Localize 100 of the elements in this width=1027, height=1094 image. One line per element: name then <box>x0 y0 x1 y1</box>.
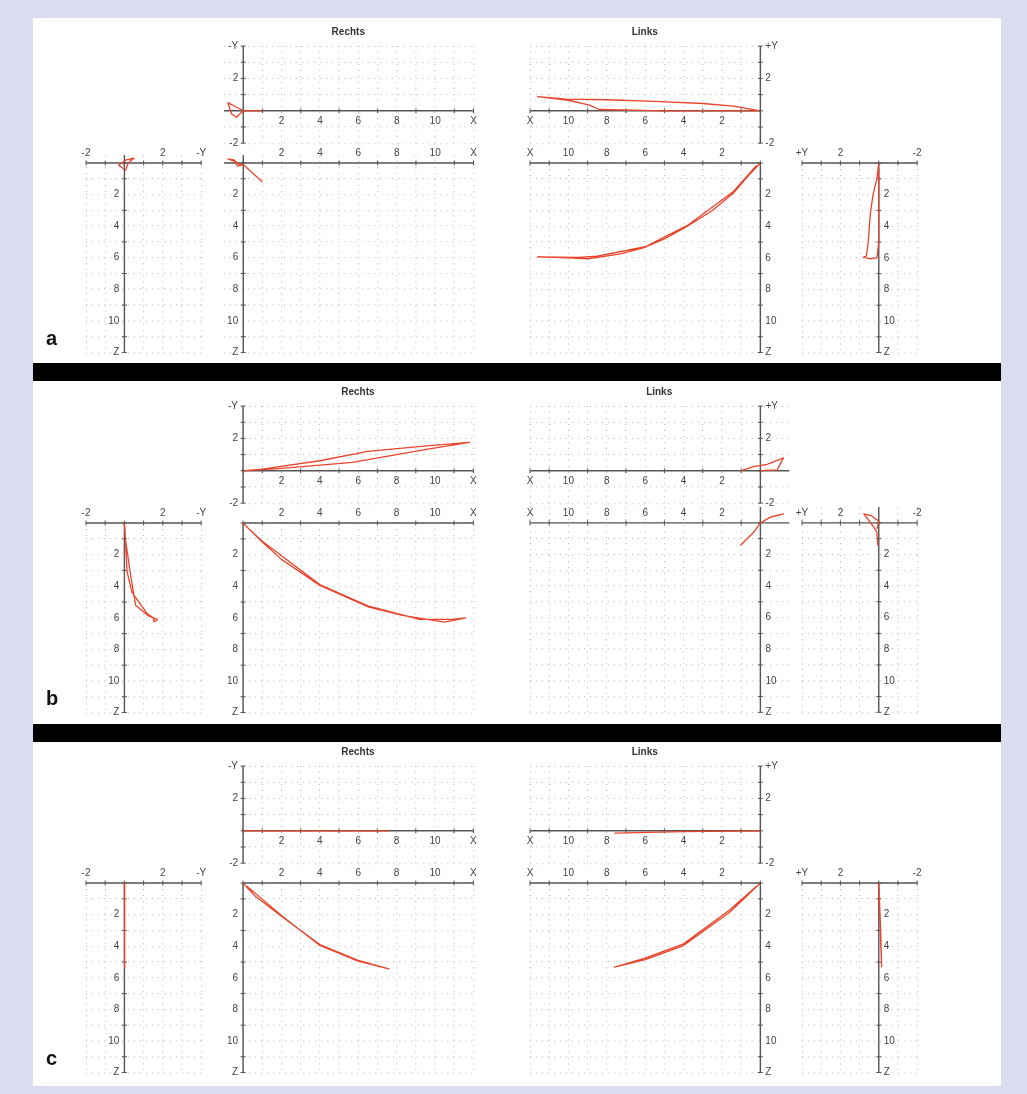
y-tick-label: Z <box>764 706 772 718</box>
y-tick-label: 6 <box>113 971 120 983</box>
y-tick-label: 8 <box>764 283 771 295</box>
x-tick-label: 2 <box>718 834 725 846</box>
y-tick-label: -2 <box>764 136 775 148</box>
x-tick-label: 2 <box>718 474 725 486</box>
y-tick-label: Z <box>231 1066 238 1078</box>
y-tick-label: 6 <box>113 251 120 263</box>
x-tick-label: X <box>526 474 534 486</box>
y-tick-label: 2 <box>232 72 239 84</box>
y-tick-label: 4 <box>113 219 120 231</box>
y-tick-label: Z <box>883 706 891 718</box>
y-tick-label: 4 <box>113 579 120 591</box>
x-tick-label: 8 <box>393 506 400 518</box>
x-tick-label: -2 <box>81 146 91 158</box>
x-tick-label: -2 <box>912 146 923 158</box>
x-tick-label: 10 <box>562 866 575 878</box>
x-tick-label: 10 <box>429 834 441 846</box>
y-tick-label: 4 <box>232 939 239 951</box>
x-tick-label: -Y <box>195 506 207 518</box>
chart-title: Links <box>645 385 674 397</box>
x-tick-label: X <box>526 834 534 846</box>
x-tick-label: 10 <box>429 114 441 126</box>
y-tick-label: +Y <box>764 399 778 411</box>
x-tick-label: 6 <box>642 506 649 518</box>
y-tick-label: -2 <box>228 496 239 508</box>
x-tick-label: X <box>469 474 477 486</box>
x-tick-label: 2 <box>837 506 844 518</box>
y-tick-label: Z <box>883 346 891 358</box>
x-tick-label: -Y <box>195 146 207 158</box>
x-tick-label: 6 <box>355 506 362 518</box>
y-tick-label: Z <box>231 346 238 358</box>
x-tick-label: 8 <box>603 866 610 878</box>
y-tick-label: 2 <box>764 792 771 804</box>
y-tick-label: 6 <box>232 611 239 623</box>
y-tick-label: 4 <box>883 579 890 591</box>
y-tick-label: 2 <box>113 908 120 920</box>
y-tick-label: 2 <box>232 908 239 920</box>
x-tick-label: 2 <box>278 506 285 518</box>
x-tick-label: 2 <box>718 866 725 878</box>
y-tick-label: Z <box>112 1066 119 1078</box>
y-tick-label: Z <box>112 346 119 358</box>
x-tick-label: -2 <box>912 866 923 878</box>
y-tick-label: 8 <box>232 283 239 295</box>
y-tick-label: 4 <box>232 219 239 231</box>
x-tick-label: 8 <box>393 114 400 126</box>
x-tick-label: 8 <box>603 506 610 518</box>
y-tick-label: 10 <box>764 674 777 686</box>
y-tick-label: 10 <box>226 674 239 686</box>
y-tick-label: 4 <box>113 939 120 951</box>
text: c <box>46 1046 58 1070</box>
y-tick-label: Z <box>764 346 772 358</box>
x-tick-label: 6 <box>355 114 362 126</box>
x-tick-label: 6 <box>355 866 362 878</box>
y-tick-label: 8 <box>883 1003 890 1015</box>
x-tick-label: 2 <box>278 866 285 878</box>
y-tick-label: 2 <box>113 188 120 200</box>
y-tick-label: 2 <box>232 188 239 200</box>
y-tick-label: 2 <box>232 432 239 444</box>
x-tick-label: 6 <box>355 474 362 486</box>
x-tick-label: 2 <box>837 866 844 878</box>
chart-title: Rechts <box>340 745 376 757</box>
y-tick-label: 10 <box>883 1034 896 1046</box>
y-tick-label: Z <box>883 1066 891 1078</box>
x-tick-label: 4 <box>680 474 687 486</box>
y-tick-label: 2 <box>883 548 890 560</box>
y-tick-label: 4 <box>883 939 890 951</box>
x-tick-label: X <box>469 506 477 518</box>
x-tick-label: 6 <box>355 146 362 158</box>
y-tick-label: 4 <box>764 939 771 951</box>
y-tick-label: 2 <box>764 548 771 560</box>
y-tick-label: 6 <box>232 251 239 263</box>
y-tick-label: -2 <box>228 136 239 148</box>
y-tick-label: 8 <box>232 1003 239 1015</box>
x-tick-label: X <box>469 146 477 158</box>
x-tick-label: X <box>526 146 534 158</box>
x-tick-label: X <box>469 834 477 846</box>
y-tick-label: 2 <box>764 188 771 200</box>
x-tick-label: 10 <box>562 146 575 158</box>
y-tick-label: 2 <box>883 908 890 920</box>
x-tick-label: 2 <box>159 866 166 878</box>
x-tick-label: 2 <box>159 506 166 518</box>
y-tick-label: 2 <box>232 792 239 804</box>
y-tick-label: 6 <box>764 251 771 263</box>
x-tick-label: 4 <box>316 114 323 126</box>
y-tick-label: 8 <box>113 643 120 655</box>
text: a <box>46 326 58 350</box>
y-tick-label: 10 <box>226 314 239 326</box>
x-tick-label: 8 <box>393 146 400 158</box>
x-tick-label: 8 <box>393 866 400 878</box>
y-tick-label: 10 <box>226 1034 239 1046</box>
x-tick-label: 8 <box>603 114 610 126</box>
x-tick-label: 4 <box>316 474 323 486</box>
y-tick-label: Z <box>112 706 119 718</box>
chart-title: Links <box>630 745 659 757</box>
x-tick-label: X <box>469 866 477 878</box>
x-tick-label: 6 <box>642 114 649 126</box>
x-tick-label: 4 <box>316 866 323 878</box>
y-tick-label: 10 <box>883 674 896 686</box>
y-tick-label: 8 <box>113 283 120 295</box>
